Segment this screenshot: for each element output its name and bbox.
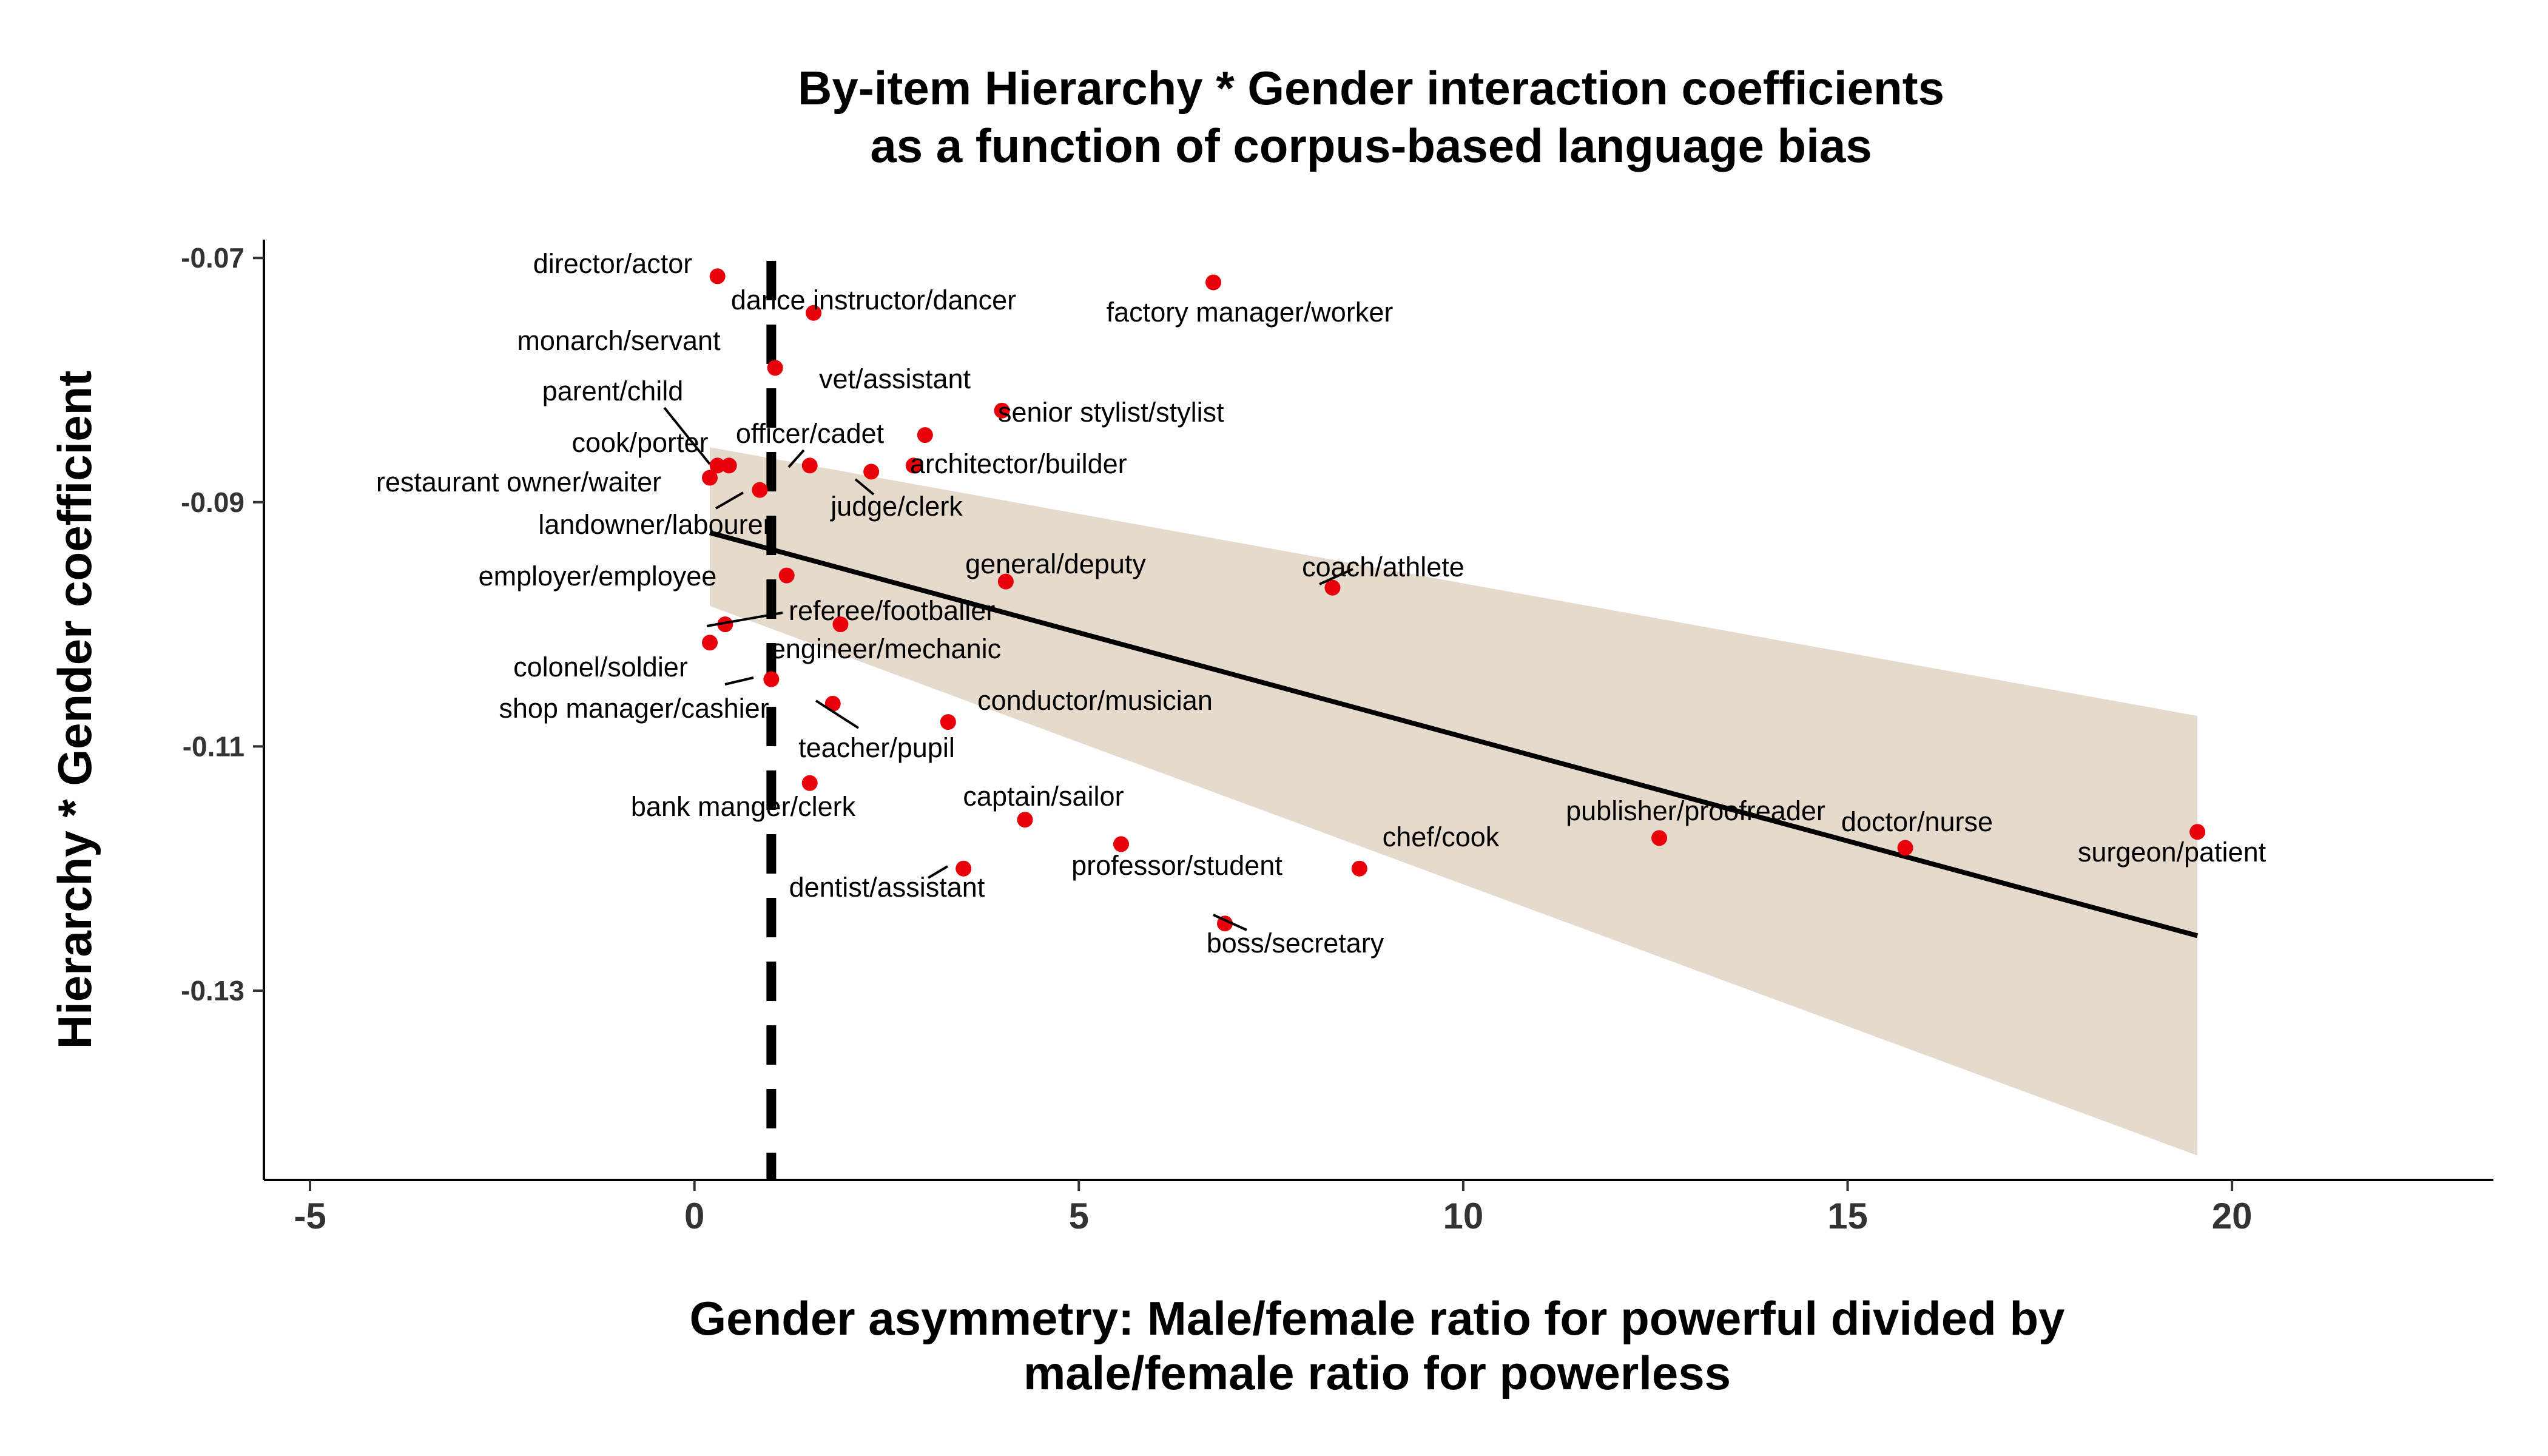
y-tick-label: -0.07 [181,242,244,274]
point-label: judge/clerk [829,491,963,522]
point-label: dentist/assistant [789,872,985,903]
label-leader-line [706,612,783,627]
y-tick-label: -0.13 [181,975,244,1006]
data-point [1113,836,1129,852]
data-point [1205,274,1222,291]
point-label: restaurant owner/waiter [376,467,661,497]
point-label: director/actor [533,248,693,279]
data-point [956,860,972,877]
data-point [709,268,726,285]
data-point [940,714,956,730]
point-label: publisher/proofreader [1566,795,1825,826]
label-leader-line [1319,568,1353,585]
data-point [1324,579,1341,596]
data-point [2189,824,2206,840]
data-point [994,402,1010,419]
data-point [721,457,737,474]
label-leader-line [815,699,860,729]
point-label: chef/cook [1383,821,1500,852]
label-leader-line [787,449,805,468]
data-point [917,427,933,443]
x-tick-label: 5 [1069,1196,1089,1236]
x-tick-label: 10 [1443,1196,1484,1236]
point-label: officer/cadet [736,418,885,449]
point-label: monarch/servant [517,325,721,356]
data-point [801,457,818,474]
label-leader-line [1213,914,1247,931]
data-point [1897,840,1913,856]
data-point [709,457,726,474]
point-label: dance instructor/dancer [731,285,1016,315]
label-leader-line [854,478,875,496]
point-label: conductor/musician [977,685,1213,716]
data-point [717,616,733,633]
point-label: captain/sailor [963,781,1124,812]
data-point [1017,812,1033,828]
point-label: employer/employee [479,561,717,592]
data-point [863,463,880,480]
point-label: landowner/labourer [538,509,772,540]
data-point [702,635,718,651]
data-point [806,305,822,321]
point-label: shop manager/cashier [499,693,769,724]
point-label: engineer/mechanic [770,633,1001,664]
y-tick-label: -0.11 [183,730,244,762]
point-label: factory manager/worker [1107,297,1394,328]
data-point [767,360,783,376]
point-label: doctor/nurse [1841,806,1993,837]
chart-title-line-1: By-item Hierarchy * Gender interaction c… [798,61,1944,115]
data-point [763,671,780,687]
data-point [1351,860,1367,877]
point-label: vet/assistant [819,363,971,394]
data-point [997,573,1014,590]
data-point [778,567,795,584]
data-point [702,470,718,486]
x-axis-title-line-1: Gender asymmetry: Male/female ratio for … [690,1292,2065,1345]
point-label: surgeon/patient [2078,837,2267,868]
point-label: colonel/soldier [513,652,688,682]
x-axis-title-line-2: male/female ratio for powerless [1023,1346,1731,1400]
regression-line [709,530,2199,939]
point-label: bank manger/clerk [631,791,856,822]
label-leader-line [663,406,711,465]
label-leader-line [927,865,949,879]
data-point [905,457,922,474]
label-leader-line [715,491,744,510]
data-point [1651,830,1668,846]
data-point [752,482,768,498]
data-point [832,616,849,633]
point-label: referee/footballer [789,595,995,626]
y-axis-title: Hierarchy * Gender coefficient [48,371,101,1049]
point-label: coach/athlete [1302,551,1464,582]
point-label: architector/builder [910,448,1127,479]
point-label: general/deputy [965,548,1146,579]
x-tick-label: 0 [684,1196,704,1236]
confidence-ribbon [710,447,2198,1156]
y-tick-label: -0.09 [181,487,244,518]
x-tick-label: 15 [1827,1196,1868,1236]
point-label: teacher/pupil [798,732,955,763]
point-label: parent/child [542,376,684,406]
plot-area: -5 0 5 10 15 20 -0.07 -0.09 -0.11 -0.13 director/a… [181,240,2493,1236]
chart-title-line-2: as a function of corpus-based language b… [870,119,1872,172]
point-label: professor/student [1071,850,1282,881]
x-tick-label: -5 [294,1196,326,1236]
data-point [801,775,818,791]
point-label: boss/secretary [1207,928,1384,959]
point-label: cook/porter [571,427,708,458]
label-leader-line [724,676,754,686]
x-tick-label: 20 [2212,1196,2253,1236]
point-label: senior stylist/stylist [998,397,1224,428]
